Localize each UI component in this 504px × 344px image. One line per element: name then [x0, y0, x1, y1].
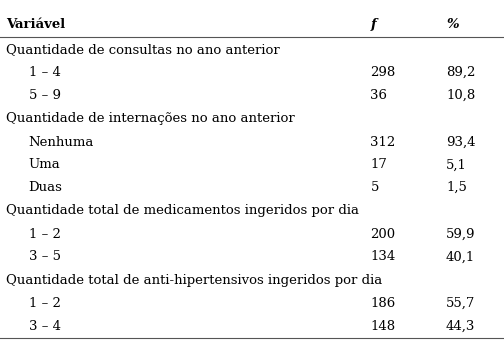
Text: 5,1: 5,1: [446, 158, 467, 171]
Text: 5 – 9: 5 – 9: [29, 89, 60, 102]
Text: 134: 134: [370, 250, 396, 264]
Text: Variável: Variável: [6, 18, 66, 31]
Text: 1 – 2: 1 – 2: [29, 297, 60, 310]
Text: 148: 148: [370, 320, 396, 333]
Text: Nenhuma: Nenhuma: [29, 136, 94, 149]
Text: 298: 298: [370, 66, 396, 79]
Text: 3 – 5: 3 – 5: [29, 250, 60, 264]
Text: %: %: [446, 18, 459, 31]
Text: Uma: Uma: [29, 158, 60, 171]
Text: 36: 36: [370, 89, 388, 102]
Text: 1,5: 1,5: [446, 181, 467, 194]
Text: 89,2: 89,2: [446, 66, 475, 79]
Text: 1 – 2: 1 – 2: [29, 228, 60, 241]
Text: 10,8: 10,8: [446, 89, 475, 102]
Text: Quantidade de internações no ano anterior: Quantidade de internações no ano anterio…: [6, 112, 295, 125]
Text: 93,4: 93,4: [446, 136, 476, 149]
Text: 200: 200: [370, 228, 396, 241]
Text: Quantidade de consultas no ano anterior: Quantidade de consultas no ano anterior: [6, 43, 280, 56]
Text: 44,3: 44,3: [446, 320, 475, 333]
Text: f: f: [370, 18, 376, 31]
Text: Duas: Duas: [29, 181, 62, 194]
Text: 40,1: 40,1: [446, 250, 475, 264]
Text: 312: 312: [370, 136, 396, 149]
Text: Quantidade total de anti-hipertensivos ingeridos por dia: Quantidade total de anti-hipertensivos i…: [6, 274, 383, 287]
Text: 5: 5: [370, 181, 379, 194]
Text: 59,9: 59,9: [446, 228, 476, 241]
Text: Quantidade total de medicamentos ingeridos por dia: Quantidade total de medicamentos ingerid…: [6, 204, 359, 217]
Text: 1 – 4: 1 – 4: [29, 66, 60, 79]
Text: 17: 17: [370, 158, 387, 171]
Text: 55,7: 55,7: [446, 297, 475, 310]
Text: 3 – 4: 3 – 4: [29, 320, 60, 333]
Text: 186: 186: [370, 297, 396, 310]
